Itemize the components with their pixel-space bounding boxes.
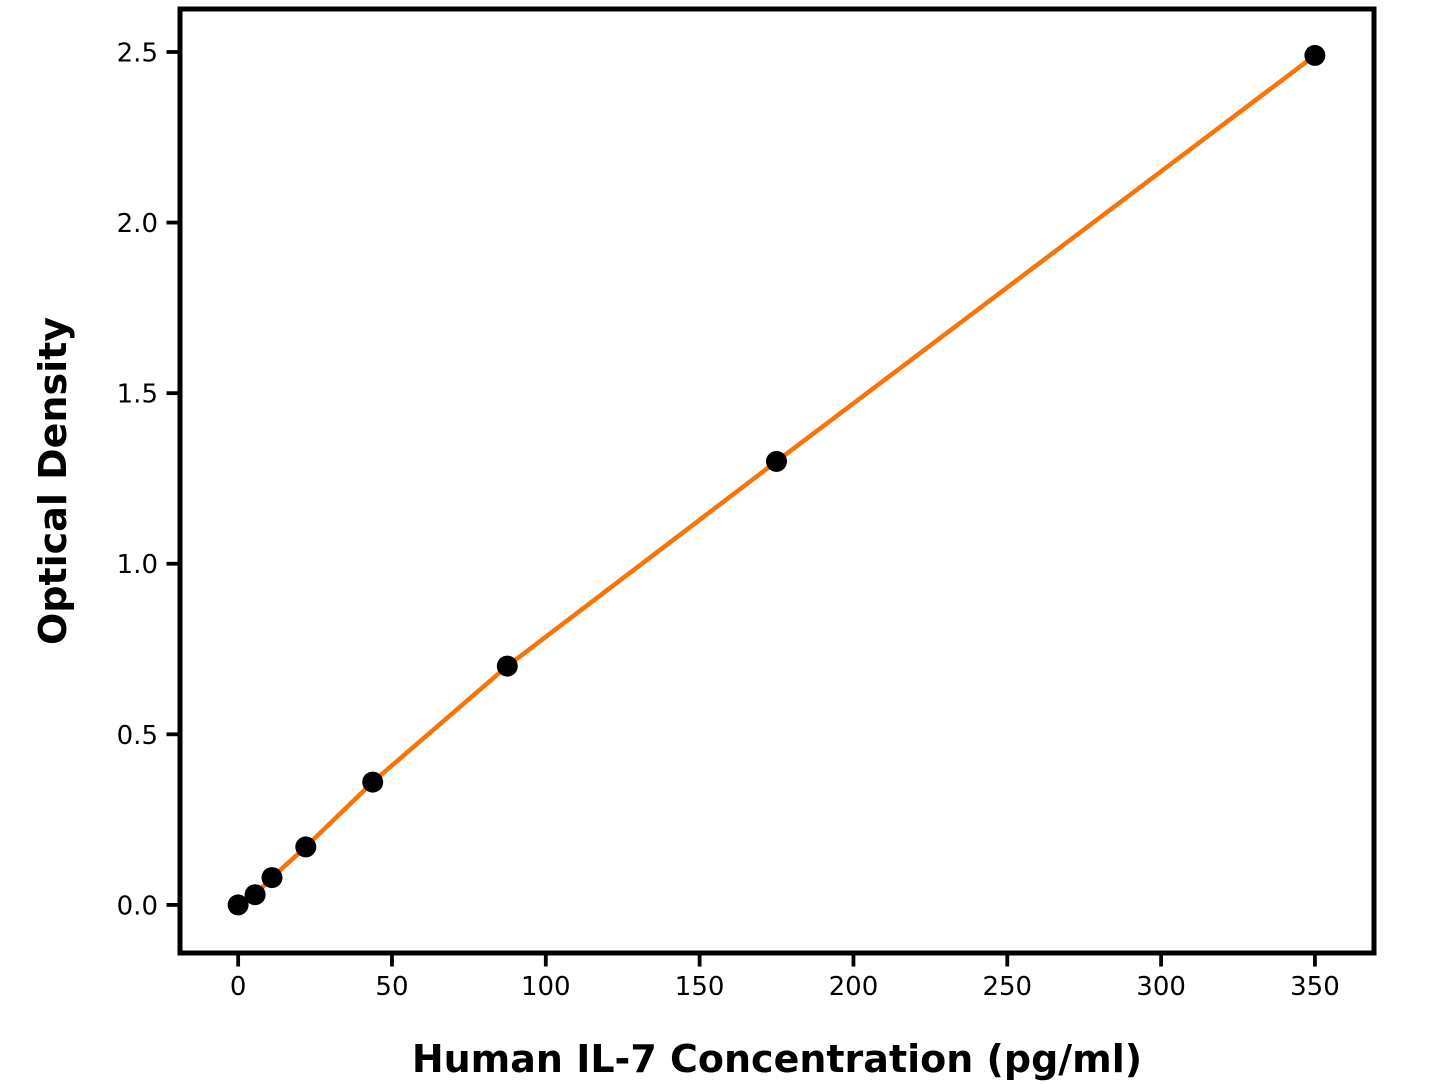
x-tick-label: 200 — [829, 972, 879, 1002]
x-tick-label: 0 — [230, 972, 247, 1002]
y-axis-label: Optical Density — [31, 317, 75, 645]
y-tick-label: 0.5 — [117, 721, 158, 751]
y-tick-label: 0.0 — [117, 891, 158, 921]
x-axis-label: Human IL-7 Concentration (pg/ml) — [412, 1037, 1142, 1081]
y-tick-label: 2.0 — [117, 209, 158, 239]
x-tick-label: 150 — [675, 972, 725, 1002]
data-point — [295, 836, 317, 858]
y-tick-label: 2.5 — [117, 38, 158, 68]
plot-frame — [177, 6, 1377, 956]
x-tick-label: 100 — [521, 972, 571, 1002]
fit-line — [235, 53, 1318, 908]
data-point — [227, 894, 249, 916]
data-point — [244, 884, 266, 906]
y-tick-label: 1.0 — [117, 550, 158, 580]
x-tick-label: 50 — [375, 972, 408, 1002]
data-point — [261, 867, 283, 889]
data-point — [496, 655, 518, 677]
x-tick-label: 350 — [1290, 972, 1340, 1002]
data-point — [362, 771, 384, 793]
x-tick-label: 300 — [1136, 972, 1186, 1002]
data-point — [766, 450, 787, 472]
y-tick-label: 1.5 — [117, 380, 158, 410]
x-tick-label: 250 — [982, 972, 1032, 1002]
data-point — [1304, 44, 1326, 66]
